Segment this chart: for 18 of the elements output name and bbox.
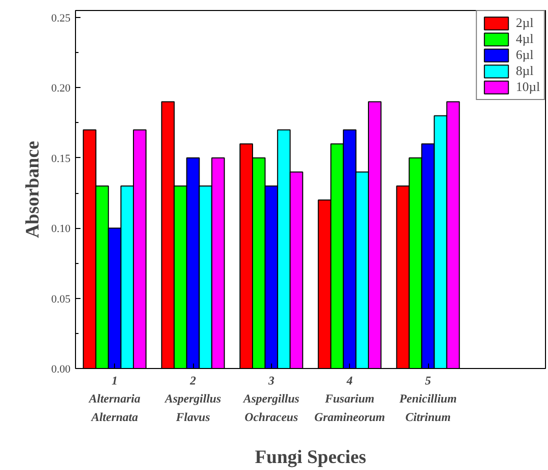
y-tick-label: 0.00 bbox=[51, 364, 71, 376]
y-tick-label: 0.05 bbox=[51, 293, 71, 306]
y-tick-label: 0.10 bbox=[51, 223, 71, 236]
y-axis-title: Absorbance bbox=[22, 140, 44, 238]
x-tick-label: 1 Alternaria Alternata bbox=[88, 374, 140, 424]
x-tick-label: 2 Aspergillus Flavus bbox=[164, 374, 222, 424]
x-tick-label: 4 Fusarium Gramineorum bbox=[314, 374, 386, 424]
legend-label: 6µl bbox=[516, 47, 534, 63]
y-tick-label: 0.25 bbox=[51, 12, 71, 25]
x-tick-label: 3 Aspergillus Ochraceus bbox=[242, 374, 300, 424]
legend-label: 8µl bbox=[516, 63, 534, 79]
legend-label: 4µl bbox=[516, 31, 534, 47]
legend-label: 2µl bbox=[516, 15, 534, 31]
legend-label: 10µl bbox=[516, 79, 540, 95]
x-axis-title: Fungi Species bbox=[254, 446, 366, 468]
y-tick-label: 0.20 bbox=[51, 82, 71, 95]
y-tick-label: 0.15 bbox=[51, 152, 71, 165]
x-tick-label: 5 Penicillium Citrinum bbox=[399, 374, 457, 424]
